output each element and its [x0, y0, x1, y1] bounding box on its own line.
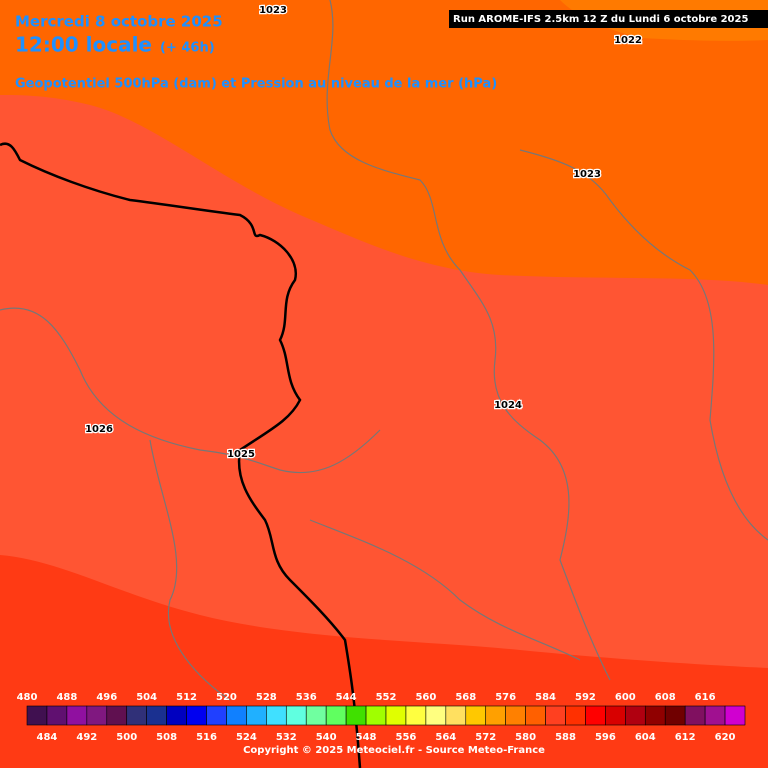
colorbar-label: 532	[276, 732, 297, 743]
border-line	[519, 149, 768, 541]
colorbar-swatch	[405, 705, 427, 726]
colorbar-label: 528	[256, 692, 277, 703]
forecast-date: Mercredi 8 octobre 2025	[15, 13, 223, 31]
colorbar-label: 620	[715, 732, 736, 743]
colorbar-swatch	[565, 705, 586, 726]
colorbar-label: 572	[475, 732, 496, 743]
colorbar-swatch	[425, 705, 447, 726]
colorbar-swatch	[26, 705, 48, 726]
colorbar-label: 580	[515, 732, 536, 743]
colorbar-swatch	[285, 705, 307, 726]
colorbar-swatch	[266, 705, 287, 726]
colorbar-label: 568	[455, 692, 476, 703]
colorbar-label: 496	[96, 692, 117, 703]
run-box	[449, 10, 768, 28]
colorbar-swatch	[445, 705, 467, 726]
colorbar-label: 612	[675, 732, 696, 743]
colorbar-swatch	[385, 705, 407, 726]
colorbar-swatch	[186, 705, 207, 726]
colorbar-swatch	[106, 705, 128, 726]
colorbar-label: 508	[156, 732, 177, 743]
colorbar-label: 560	[415, 692, 436, 703]
colorbar-swatch	[345, 705, 367, 726]
colorbar-label: 520	[216, 692, 237, 703]
colorbar-label: 604	[635, 732, 656, 743]
colorbar-label: 608	[655, 692, 676, 703]
colorbar-swatch	[505, 705, 526, 726]
border-line	[309, 519, 581, 661]
colorbar-label: 512	[176, 692, 197, 703]
forecast-lead: (+ 46h)	[160, 41, 215, 56]
colorbar-label: 480	[17, 692, 38, 703]
colorbar-label: 540	[316, 732, 337, 743]
isobar-label: 1024	[494, 400, 522, 411]
isobar-label: 1022	[614, 35, 642, 46]
colorbar-swatch	[545, 705, 566, 726]
coastline	[0, 142, 362, 768]
colorbar-label: 596	[595, 732, 616, 743]
colorbar-label: 548	[356, 732, 377, 743]
colorbar-label: 592	[575, 692, 596, 703]
colorbar-swatch	[585, 705, 606, 726]
colorbar-swatch	[525, 705, 546, 726]
colorbar-swatch	[166, 705, 187, 726]
colorbar-swatch	[146, 705, 167, 726]
colorbar-swatch	[226, 705, 247, 726]
colorbar-label: 504	[136, 692, 157, 703]
colorbar-swatch	[365, 705, 387, 726]
colorbar-label: 484	[37, 732, 58, 743]
colorbar-label: 492	[76, 732, 97, 743]
colorbar-swatch	[46, 705, 68, 726]
pressure-area-1023	[0, 0, 768, 285]
copyright: Copyright © 2025 Meteociel.fr - Source M…	[243, 745, 545, 756]
colorbar-swatch	[86, 705, 108, 726]
colorbar-swatch	[246, 705, 267, 726]
colorbar-label: 544	[336, 692, 357, 703]
colorbar-label: 552	[376, 692, 397, 703]
colorbar-swatch	[485, 705, 506, 726]
colorbar-swatch	[684, 705, 706, 726]
isobar-label: 1023	[573, 169, 601, 180]
isobar-label: 1025	[227, 449, 255, 460]
border-line	[149, 439, 231, 701]
colorbar-swatch	[206, 705, 227, 726]
colorbar-label: 536	[296, 692, 317, 703]
colorbar-label: 616	[695, 692, 716, 703]
colorbar-label: 516	[196, 732, 217, 743]
colorbar-label: 556	[396, 732, 417, 743]
isobar-label: 1026	[85, 424, 113, 435]
colorbar-label: 588	[555, 732, 576, 743]
border-line	[0, 307, 381, 474]
colorbar-label: 576	[495, 692, 516, 703]
colorbar-label: 524	[236, 732, 257, 743]
colorbar-swatch	[704, 705, 726, 726]
colorbar-label: 488	[56, 692, 77, 703]
colorbar-swatch	[605, 705, 626, 726]
colorbar-swatch	[305, 705, 327, 726]
colorbar-label: 564	[435, 732, 456, 743]
colorbar-label: 600	[615, 692, 636, 703]
colorbar-swatch	[126, 705, 147, 726]
forecast-time: 12:00 locale	[15, 33, 152, 57]
colorbar-swatch	[644, 705, 666, 726]
colorbar-swatch	[465, 705, 487, 726]
isobar-label: 1023	[259, 5, 287, 16]
chart-subtitle: Geopotentiel 500hPa (dam) et Pression au…	[15, 77, 497, 92]
run-info: Run AROME-IFS 2.5km 12 Z du Lundi 6 octo…	[453, 14, 748, 25]
border-line	[326, 0, 611, 681]
colorbar-label: 584	[535, 692, 556, 703]
colorbar-swatch	[66, 705, 88, 726]
colorbar-swatch	[625, 705, 646, 726]
colorbar-label: 500	[116, 732, 137, 743]
colorbar-swatch	[724, 705, 746, 726]
colorbar-swatch	[664, 705, 686, 726]
colorbar-swatch	[325, 705, 347, 726]
